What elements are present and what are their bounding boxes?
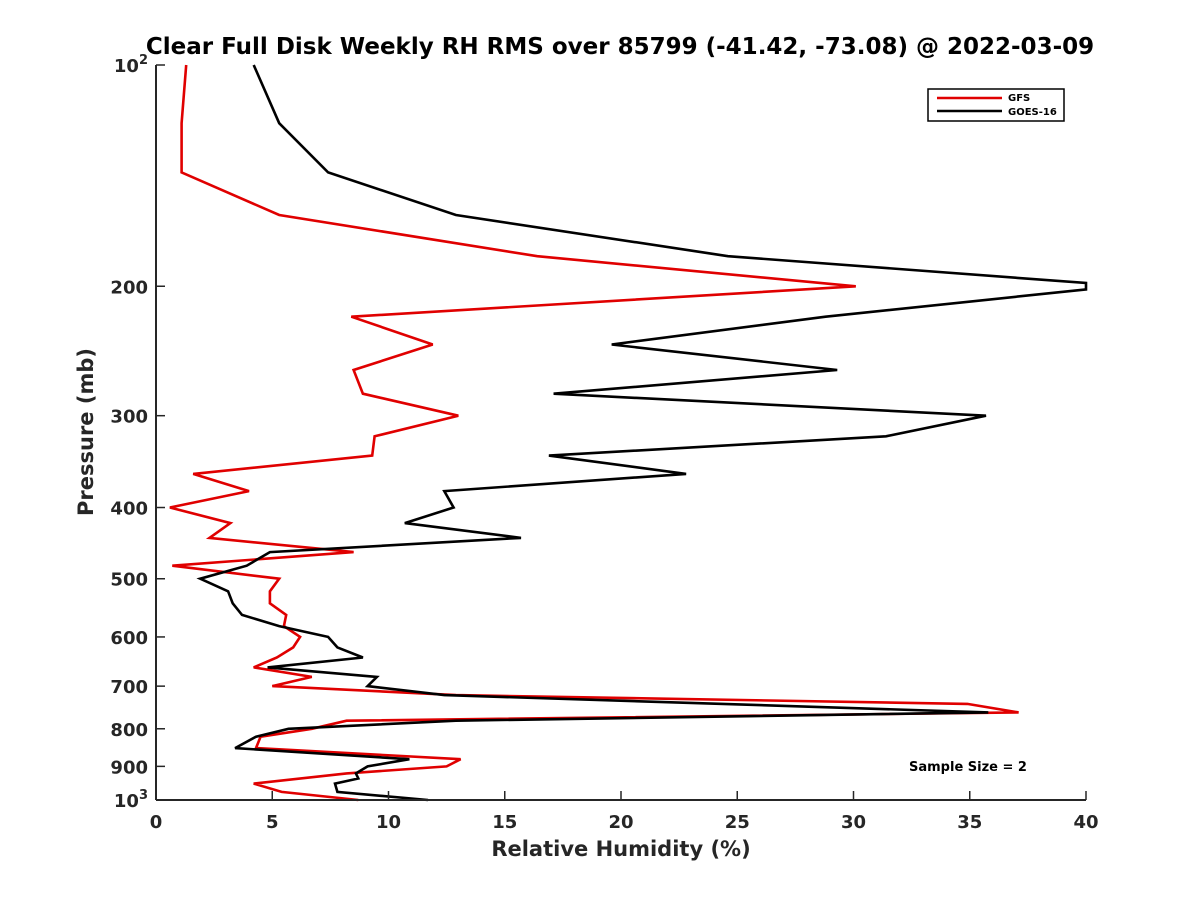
x-tick-label: 40 <box>1073 812 1098 833</box>
y-tick-label: 600 <box>110 628 148 649</box>
x-tick-label: 20 <box>608 812 633 833</box>
y-tick-label: 500 <box>110 570 148 591</box>
x-tick-label: 25 <box>725 812 750 833</box>
y-tick-label: 900 <box>110 757 148 778</box>
x-tick-label: 15 <box>492 812 517 833</box>
y-tick-label: 102 <box>114 53 148 77</box>
x-axis-ticks: 0 5 10 15 20 25 30 35 40 <box>150 791 1099 833</box>
y-tick-label-exponent: 2 <box>139 53 148 68</box>
y-tick-label: 300 <box>110 407 148 428</box>
y-tick-label-base: 10 <box>114 791 139 812</box>
y-tick-label-base: 700 <box>110 677 148 698</box>
legend: GFS GOES-16 <box>927 88 1065 122</box>
chart-title: Clear Full Disk Weekly RH RMS over 85799… <box>146 34 1094 60</box>
y-tick-label: 800 <box>110 720 148 741</box>
y-tick-label-base: 900 <box>110 757 148 778</box>
y-tick-label-base: 10 <box>114 56 139 77</box>
y-tick-label-base: 400 <box>110 499 148 520</box>
y-axis-label: Pressure (mb) <box>74 348 98 516</box>
y-tick-label-base: 800 <box>110 720 148 741</box>
x-tick-label: 5 <box>266 812 279 833</box>
y-tick-label: 700 <box>110 677 148 698</box>
x-tick-label: 0 <box>150 812 163 833</box>
x-tick-label: 30 <box>841 812 866 833</box>
x-tick-label: 35 <box>957 812 982 833</box>
y-tick-label: 400 <box>110 499 148 520</box>
plot-area: 0 5 10 15 20 25 30 35 40 10220030040050060070080… <box>110 53 1098 833</box>
series-layer <box>169 64 1088 802</box>
legend-label-gfs: GFS <box>1008 93 1030 104</box>
y-tick-label-exponent: 3 <box>139 788 148 803</box>
y-tick-label-base: 200 <box>110 277 148 298</box>
series-line-gfs <box>169 64 1019 802</box>
legend-box <box>927 88 1065 122</box>
y-tick-label-base: 300 <box>110 407 148 428</box>
x-axis-label: Relative Humidity (%) <box>491 837 750 861</box>
sample-size-annotation: Sample Size = 2 <box>909 760 1027 775</box>
y-tick-label: 200 <box>110 277 148 298</box>
y-tick-label: 103 <box>114 788 148 812</box>
y-tick-label-base: 600 <box>110 628 148 649</box>
legend-label-goes-16: GOES-16 <box>1008 107 1057 118</box>
x-tick-label: 10 <box>376 812 401 833</box>
series-line-goes-16 <box>196 64 1088 802</box>
y-tick-label-base: 500 <box>110 570 148 591</box>
